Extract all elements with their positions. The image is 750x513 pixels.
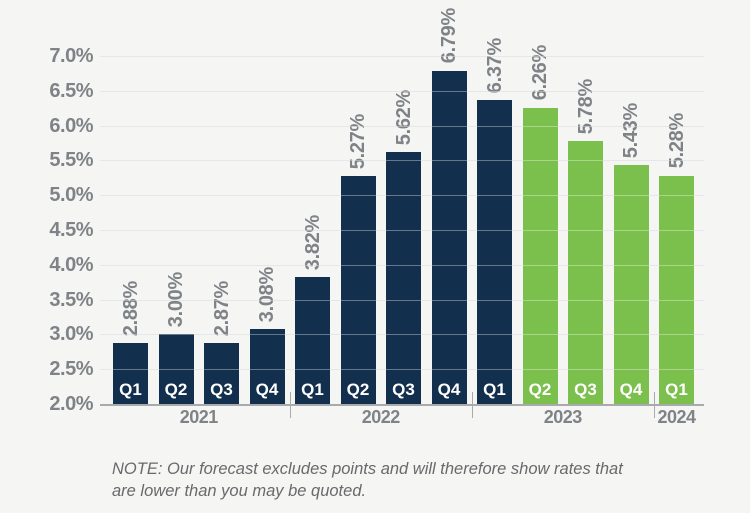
gridline-overlay	[100, 91, 704, 92]
gridline-overlay	[100, 126, 704, 127]
year-label-2023: 2023	[543, 407, 583, 427]
bar-q3-2023: Q3 5.78%	[568, 79, 603, 404]
gridline-overlay	[100, 300, 704, 301]
year-label-2024: 2024	[657, 407, 696, 427]
bar-value-label: 6.37%	[483, 37, 506, 93]
bar-q4-2023: Q4 5.43%	[613, 103, 649, 404]
year-label-2021: 2021	[179, 407, 219, 427]
gridline	[100, 126, 704, 127]
y-axis-label: 3.0%	[49, 323, 93, 345]
bar-q3-2022: Q3 5.62%	[386, 90, 421, 404]
year-label-2022: 2022	[361, 407, 401, 427]
bar-value-label: 5.62%	[392, 89, 415, 145]
quarter-label: Q2	[346, 379, 370, 399]
bar-value-label: 2.87%	[210, 281, 233, 337]
bar-q1-2021: Q1 2.88%	[113, 281, 148, 404]
y-axis-label: 5.5%	[49, 149, 93, 171]
footnote: NOTE: Our forecast excludes points and w…	[112, 458, 652, 502]
gridline	[100, 56, 704, 57]
quarter-label: Q3	[392, 380, 415, 399]
y-axis-label: 6.0%	[49, 115, 93, 137]
bar-value-label: 2.88%	[119, 280, 142, 336]
y-axis-label: 7.0%	[49, 45, 93, 67]
gridline-overlay	[100, 369, 704, 370]
quarter-label: Q1	[665, 379, 688, 399]
quarter-label: Q4	[619, 379, 643, 399]
bar-q3-2021: Q3 2.87%	[204, 281, 239, 404]
gridline-overlay	[100, 160, 704, 161]
y-axis-label: 5.0%	[49, 184, 93, 206]
y-axis-label: 4.5%	[49, 219, 93, 241]
quarter-label: Q3	[574, 379, 597, 399]
footnote-line-1: NOTE: Our forecast excludes points and w…	[112, 460, 623, 478]
gridline-overlay	[100, 195, 704, 196]
bar-q1-2022: Q1 3.82%	[295, 215, 330, 404]
bar-q4-2021: Q4 3.08%	[249, 267, 285, 404]
quarter-label: Q1	[483, 379, 506, 399]
bar-q1-2024: Q1 5.28%	[659, 113, 694, 404]
gridline-overlay	[100, 230, 704, 231]
bar-q1-2023: Q1 6.37%	[477, 38, 512, 404]
bar-q2-2021: Q2 3.00%	[158, 272, 194, 404]
footnote-line-2: are lower than you may be quoted.	[112, 482, 367, 500]
y-axis-label: 3.5%	[49, 289, 93, 311]
x-axis-line	[100, 404, 704, 406]
quarter-label: Q3	[210, 379, 233, 399]
y-axis-label: 6.5%	[49, 80, 93, 102]
bar-value-label: 3.82%	[301, 215, 324, 271]
quarter-label: Q4	[255, 379, 279, 399]
bar-value-label: 5.27%	[347, 114, 369, 170]
y-axis-label: 2.5%	[49, 358, 93, 380]
gridline-overlay	[100, 265, 704, 266]
bar-q2-2022: Q2 5.27%	[340, 114, 376, 404]
quarter-label: Q1	[119, 379, 142, 399]
gridline-overlay	[100, 56, 704, 57]
gridline	[100, 91, 704, 92]
y-axis-label: 4.0%	[49, 254, 93, 276]
quarter-label: Q4	[437, 379, 461, 399]
bar-value-label: 6.26%	[529, 45, 551, 101]
bar-q4-2022: Q4 6.79%	[431, 8, 467, 404]
y-axis-label: 2.0%	[49, 393, 93, 415]
quarter-label: Q2	[528, 380, 552, 399]
gridline-overlay	[100, 334, 704, 335]
quarter-label: Q1	[301, 379, 324, 399]
bar-value-label: 3.08%	[256, 266, 278, 322]
bar-q2-2023: Q2 6.26%	[522, 45, 558, 404]
quarter-label: Q2	[164, 379, 188, 399]
bar-value-label: 5.43%	[620, 103, 642, 159]
